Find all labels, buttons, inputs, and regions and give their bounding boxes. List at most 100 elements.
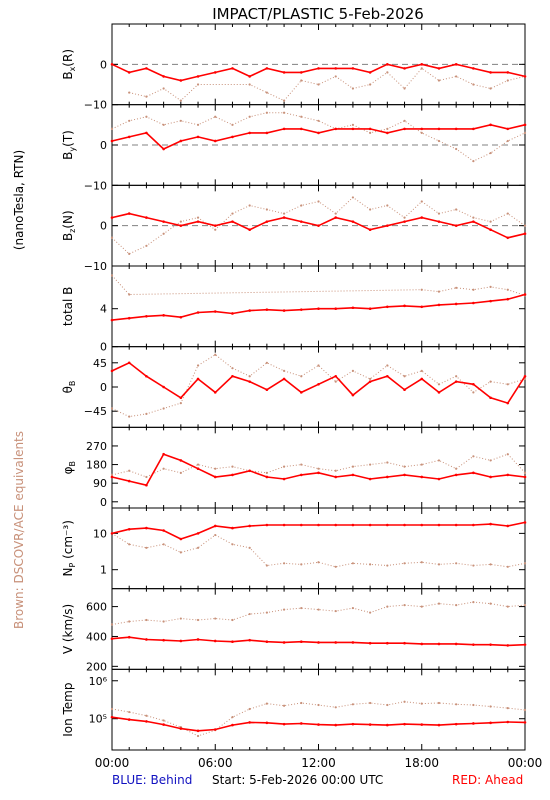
series-brown-point xyxy=(179,471,182,474)
series-red-point xyxy=(523,123,527,127)
series-brown-point xyxy=(265,471,268,474)
series-brown-point xyxy=(179,551,182,554)
series-red-point xyxy=(523,374,527,378)
series-red-point xyxy=(145,483,148,487)
series-red-point xyxy=(282,477,286,481)
panel-4: 45 0 −45 θB xyxy=(61,346,527,428)
series-red-point xyxy=(506,473,510,477)
series-brown-point xyxy=(420,463,423,466)
series-brown-point xyxy=(265,611,268,614)
series-red-point xyxy=(386,723,389,727)
series-red-point xyxy=(368,228,372,231)
series-brown-point xyxy=(128,91,131,94)
series-brown-point xyxy=(317,200,320,203)
series-brown-point xyxy=(420,561,423,564)
series-red-point xyxy=(386,475,389,479)
series-brown-point xyxy=(282,608,286,611)
series-red-point xyxy=(386,641,389,645)
series-brown-point xyxy=(110,407,114,410)
series-red-point xyxy=(265,308,269,311)
series-brown-point xyxy=(248,612,251,616)
series-brown-point xyxy=(351,465,355,468)
series-red-point xyxy=(213,524,217,528)
series-red-point xyxy=(213,71,217,74)
series-red-point xyxy=(506,524,510,528)
series-brown-point xyxy=(231,367,234,370)
series-brown-point xyxy=(523,471,527,474)
series-red-point xyxy=(489,475,492,479)
series-brown-point xyxy=(300,375,303,378)
y-tick-label: 0 xyxy=(100,341,107,354)
panel-label: Bx(R) xyxy=(61,49,77,80)
series-red-point xyxy=(127,212,131,215)
series-red-line xyxy=(111,361,526,405)
panel-frame xyxy=(111,668,526,751)
series-red-point xyxy=(351,220,355,223)
series-brown-point xyxy=(334,212,337,215)
series-red-point xyxy=(248,721,251,724)
series-red-point xyxy=(179,396,183,400)
panel-label: V (km/s) xyxy=(61,604,75,654)
series-brown-point xyxy=(437,563,441,566)
series-brown-point xyxy=(420,131,423,134)
series-brown-point xyxy=(214,353,217,356)
series-red-point xyxy=(334,216,338,219)
series-brown-point xyxy=(351,123,355,126)
series-red-point xyxy=(523,232,527,236)
series-brown-point xyxy=(300,606,303,610)
series-red-point xyxy=(472,471,475,475)
panel-label: By(T) xyxy=(61,130,77,160)
series-brown-point xyxy=(128,252,131,255)
series-brown-line xyxy=(111,354,526,418)
series-brown-point xyxy=(317,364,320,367)
series-brown-point xyxy=(196,123,200,126)
series-brown-point xyxy=(369,701,372,705)
series-red-point xyxy=(282,377,286,381)
series-red-point xyxy=(231,135,234,139)
series-brown-point xyxy=(179,402,182,405)
series-red-point xyxy=(506,401,510,405)
series-red-point xyxy=(299,308,303,311)
series-brown-point xyxy=(420,288,423,291)
series-brown-point xyxy=(369,208,372,211)
series-red-point xyxy=(179,727,183,730)
panels: 0 −10 Bx(R) 0 −10 By(T) 0 −10 Bz(N) 4 0 total B 45 0 −… xyxy=(61,23,527,751)
y-tick-label: 0 xyxy=(100,496,107,509)
series-red-point xyxy=(523,643,527,646)
series-red-point xyxy=(472,383,475,386)
series-red-point xyxy=(231,640,234,643)
series-red-point xyxy=(127,479,131,483)
series-brown-point xyxy=(265,564,268,567)
series-brown-point xyxy=(248,546,251,549)
series-brown-point xyxy=(179,119,182,122)
series-red-point xyxy=(179,139,183,143)
series-brown-point xyxy=(351,196,355,199)
panel-frame xyxy=(111,346,526,428)
series-red-point xyxy=(265,523,269,527)
series-red-point xyxy=(231,67,234,70)
series-red-point xyxy=(317,723,320,726)
series-red-point xyxy=(265,220,269,223)
panel-label: Ion Temp xyxy=(61,683,75,737)
series-red-point xyxy=(351,722,355,726)
series-brown-point xyxy=(489,285,492,288)
series-red-point xyxy=(179,79,183,82)
series-red-point xyxy=(231,473,234,477)
series-red-point xyxy=(231,723,234,727)
series-brown-point xyxy=(489,151,492,155)
series-brown-point xyxy=(265,702,268,705)
series-brown-point xyxy=(472,601,475,604)
series-red-point xyxy=(489,522,492,526)
series-brown-point xyxy=(437,602,441,605)
series-red-point xyxy=(110,63,114,66)
x-tick-label: 18:00 xyxy=(404,756,439,770)
series-red-point xyxy=(231,220,234,223)
series-brown-point xyxy=(300,701,303,705)
series-red-point xyxy=(265,131,269,135)
series-brown-point xyxy=(403,87,406,90)
series-brown-point xyxy=(248,83,251,86)
series-red-point xyxy=(162,529,165,532)
series-brown-point xyxy=(162,467,165,470)
series-red-point xyxy=(110,369,114,373)
side-label: (nanoTesla, RTN) xyxy=(12,150,26,250)
